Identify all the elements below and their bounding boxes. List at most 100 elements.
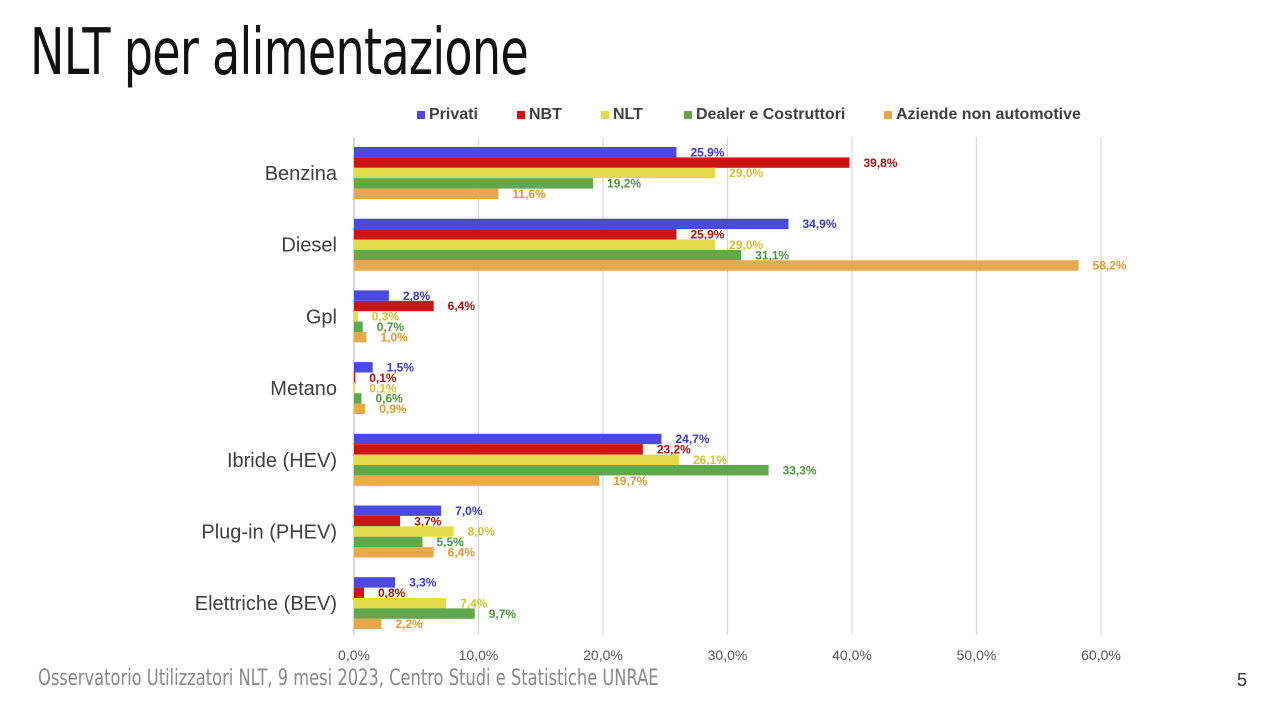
data-label: 24,7% <box>676 432 710 446</box>
data-label: 31,1% <box>755 248 789 262</box>
bar-nlt <box>354 311 358 322</box>
page-title: NLT per alimentazione <box>30 16 529 90</box>
bar-aziende-non-automotive <box>354 403 366 415</box>
data-label: 58,2% <box>1093 259 1127 273</box>
data-label: 9,7% <box>489 607 517 621</box>
bar-nbt <box>354 157 850 168</box>
category-label: Plug-in (PHEV) <box>201 522 337 544</box>
bar-privati <box>354 505 442 516</box>
data-label: 1,0% <box>380 330 408 344</box>
bar-nbt <box>354 300 434 312</box>
x-tick-label: 40,0% <box>832 647 872 663</box>
bar-aziende-non-automotive <box>354 547 434 558</box>
data-label: 26,1% <box>693 453 727 467</box>
data-label: 23,2% <box>657 443 691 457</box>
data-label: 0,1% <box>369 371 397 385</box>
bar-aziende-non-automotive <box>354 618 382 630</box>
legend-item: Aziende non automotive <box>884 106 1081 124</box>
bar-nbt <box>354 444 643 455</box>
bar-privati <box>354 577 396 588</box>
legend-label: NLT <box>613 106 643 123</box>
legend-swatch <box>884 111 892 119</box>
bar-nbt <box>354 372 356 383</box>
bar-dealer-e-costruttori <box>354 465 769 476</box>
x-tick-label: 60,0% <box>1081 647 1121 663</box>
legend-item: NLT <box>601 106 643 124</box>
bar-aziende-non-automotive <box>354 475 600 486</box>
bar-aziende-non-automotive <box>354 188 499 199</box>
data-label: 25,9% <box>690 145 724 159</box>
footer-source: Osservatorio Utilizzatori NLT, 9 mesi 20… <box>38 666 659 691</box>
category-label: Elettriche (BEV) <box>195 593 337 615</box>
bar-dealer-e-costruttori <box>354 178 594 189</box>
data-label: 3,7% <box>414 514 442 528</box>
data-label: 0,6% <box>375 392 403 406</box>
bar-dealer-e-costruttori <box>354 393 362 404</box>
category-label: Metano <box>270 378 337 400</box>
legend-label: NBT <box>529 106 562 123</box>
page-number: 5 <box>1236 670 1247 690</box>
legend-item: Dealer e Costruttori <box>684 106 845 124</box>
legend-swatch <box>417 111 425 119</box>
data-label: 33,3% <box>783 463 817 477</box>
category-label: Ibride (HEV) <box>227 450 337 472</box>
data-label: 11,6% <box>512 187 546 201</box>
legend-label: Aziende non automotive <box>896 106 1081 123</box>
data-label: 5,5% <box>436 535 464 549</box>
bar-nlt <box>354 167 716 179</box>
bar-nbt <box>354 229 677 240</box>
bar-aziende-non-automotive <box>354 260 1079 271</box>
bar-dealer-e-costruttori <box>354 536 423 548</box>
category-label: Gpl <box>306 306 337 328</box>
bar-nbt <box>354 587 364 598</box>
data-label: 2,8% <box>403 289 431 303</box>
bar-dealer-e-costruttori <box>354 321 363 332</box>
bar-aziende-non-automotive <box>354 332 367 343</box>
bar-nlt <box>354 239 716 250</box>
data-label: 1,5% <box>387 361 415 375</box>
bar-privati <box>354 362 373 373</box>
data-label: 7,0% <box>455 504 483 518</box>
bar-privati <box>354 218 789 230</box>
bar-privati <box>354 147 677 158</box>
data-label: 6,4% <box>448 299 476 313</box>
bar-nlt <box>354 382 356 394</box>
data-label: 0,9% <box>379 402 407 416</box>
data-label: 19,7% <box>613 474 647 488</box>
legend-item: Privati <box>417 106 478 124</box>
data-label: 29,0% <box>729 238 763 252</box>
category-label: Benzina <box>265 163 338 185</box>
x-tick-label: 10,0% <box>459 647 499 663</box>
data-label: 39,8% <box>864 156 898 170</box>
data-label: 29,0% <box>729 166 763 180</box>
x-tick-label: 30,0% <box>708 647 748 663</box>
data-label: 8,0% <box>468 525 496 539</box>
legend-swatch <box>601 111 609 119</box>
legend-swatch <box>517 111 525 119</box>
bar-privati <box>354 290 389 301</box>
data-label: 0,1% <box>369 381 397 395</box>
data-label: 7,4% <box>460 596 488 610</box>
data-label: 3,3% <box>409 576 437 590</box>
legend-swatch <box>684 111 692 119</box>
data-label: 25,9% <box>690 228 724 242</box>
bar-privati <box>354 433 662 445</box>
data-label: 34,9% <box>803 217 837 231</box>
legend-item: NBT <box>517 106 562 124</box>
data-label: 0,7% <box>377 320 405 334</box>
legend-label: Privati <box>429 106 478 123</box>
x-tick-label: 20,0% <box>583 647 623 663</box>
bar-nlt <box>354 526 454 537</box>
data-label: 6,4% <box>448 546 476 560</box>
chart-legend: Privati NBT NLT Dealer e Costruttori Aziende… <box>0 106 1280 128</box>
data-label: 0,3% <box>372 310 400 324</box>
category-label: Diesel <box>281 235 337 257</box>
data-label: 2,2% <box>395 617 423 631</box>
bar-nlt <box>354 598 447 609</box>
x-tick-label: 0,0% <box>338 647 370 663</box>
bar-dealer-e-costruttori <box>354 249 742 261</box>
data-label: 19,2% <box>607 177 641 191</box>
x-tick-label: 50,0% <box>957 647 997 663</box>
